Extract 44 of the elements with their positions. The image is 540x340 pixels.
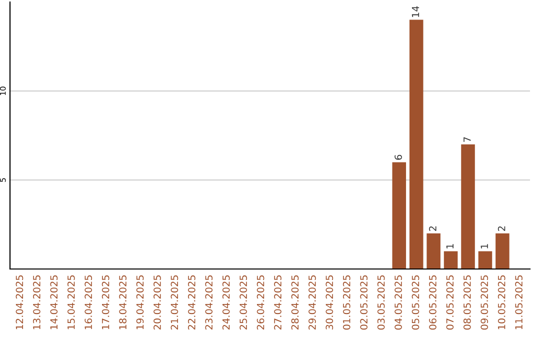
x-tick-label: 18.04.2025	[119, 275, 126, 330]
x-tick-label: 24.04.2025	[222, 275, 230, 330]
x-tick-label: 22.04.2025	[188, 275, 196, 330]
x-tick-label: 07.05.2025	[446, 275, 454, 330]
x-tick-label: 08.05.2025	[463, 275, 471, 330]
data-label: 14	[412, 6, 420, 17]
x-tick-label: 28.04.2025	[291, 275, 299, 330]
x-tick-label: 17.04.2025	[102, 275, 110, 330]
data-label: 1	[480, 244, 488, 248]
bar	[392, 162, 406, 269]
x-tick-label: 30.04.2025	[326, 275, 334, 330]
x-tick-label: 23.04.2025	[205, 275, 213, 330]
x-tick-label: 26.04.2025	[256, 275, 264, 330]
x-tick-label: 29.04.2025	[308, 275, 316, 330]
x-tick-label: 04.05.2025	[394, 275, 402, 330]
x-tick-label: 14.04.2025	[50, 275, 58, 330]
bar	[426, 233, 440, 269]
bar	[409, 20, 424, 269]
bar	[478, 251, 492, 269]
data-label: 1	[446, 244, 454, 248]
bar	[461, 144, 475, 269]
x-tick-label: 02.05.2025	[360, 275, 368, 330]
data-label: 6	[394, 154, 402, 160]
x-tick-label: 09.05.2025	[480, 275, 488, 330]
bar	[444, 251, 458, 269]
x-tick-label: 20.04.2025	[154, 275, 161, 330]
x-tick-label: 05.05.2025	[412, 275, 420, 330]
x-tick-label: 25.04.2025	[240, 275, 247, 330]
x-tick-label: 21.04.2025	[170, 275, 178, 330]
bar	[496, 233, 510, 269]
data-label: 2	[498, 226, 506, 231]
x-tick-label: 15.04.2025	[67, 275, 75, 330]
x-tick-label: 10.05.2025	[498, 275, 506, 330]
x-tick-label: 11.05.2025	[515, 275, 522, 330]
x-tick-label: 27.04.2025	[274, 275, 282, 330]
x-tick-label: 03.05.2025	[377, 275, 385, 330]
x-tick-label: 06.05.2025	[429, 275, 436, 330]
x-tick-label: 13.04.2025	[33, 275, 40, 330]
x-tick-label: 01.05.2025	[342, 275, 350, 330]
data-label: 7	[464, 137, 471, 142]
x-tick-label: 19.04.2025	[136, 275, 144, 330]
data-label: 2	[429, 226, 436, 231]
x-tick-label: 16.04.2025	[84, 275, 92, 330]
x-tick-label: 12.04.2025	[16, 275, 24, 330]
